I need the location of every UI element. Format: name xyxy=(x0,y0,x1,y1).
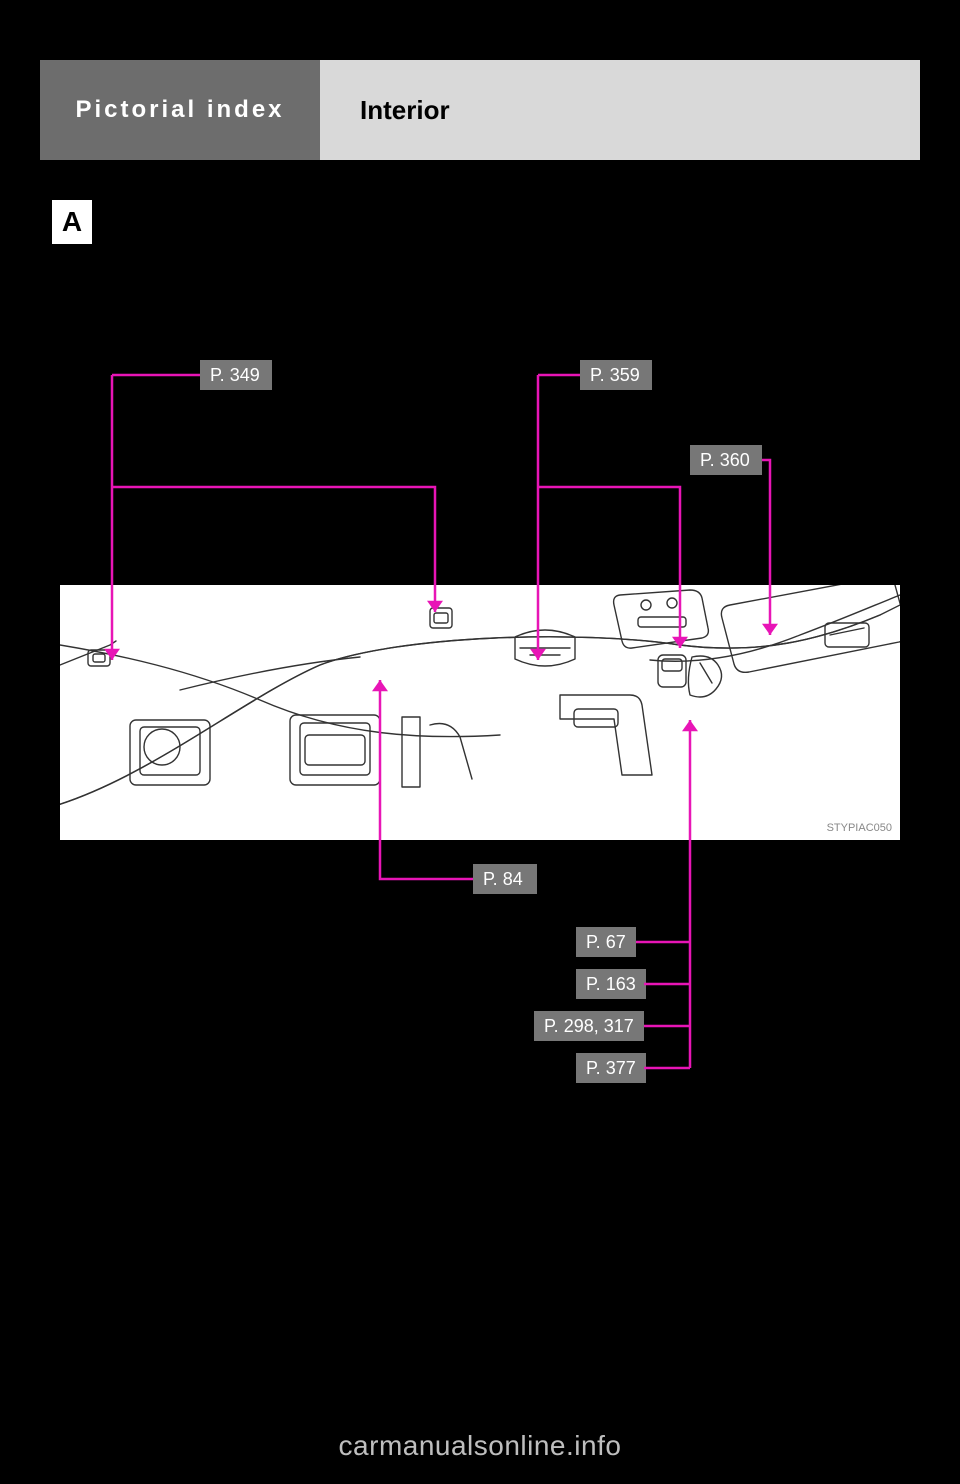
watermark: carmanualsonline.info xyxy=(0,1430,960,1462)
annot-p163: P. 163 xyxy=(576,969,646,999)
annot-p84: P. 84 xyxy=(473,864,537,894)
annot-p349: P. 349 xyxy=(200,360,272,390)
illustration-code: STYPIAC050 xyxy=(827,822,892,834)
header-tab: Pictorial index xyxy=(40,60,320,160)
header-section: Interior xyxy=(320,60,920,160)
header: Pictorial index Interior xyxy=(40,60,920,160)
annot-p298: P. 298, 317 xyxy=(534,1011,644,1041)
interior-illustration: STYPIAC050 xyxy=(60,585,900,840)
annot-p360: P. 360 xyxy=(690,445,762,475)
annot-p67: P. 67 xyxy=(576,927,636,957)
annot-p359: P. 359 xyxy=(580,360,652,390)
page: Pictorial index Interior A P. 349 P. 359… xyxy=(0,0,960,1484)
badge-a: A xyxy=(52,200,92,244)
annot-p377: P. 377 xyxy=(576,1053,646,1083)
